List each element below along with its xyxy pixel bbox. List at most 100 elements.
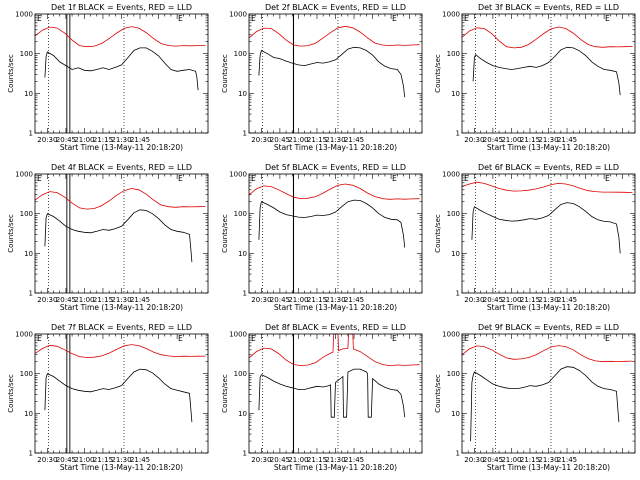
x-axis-title: Start Time (13-May-11 20:18:20) xyxy=(487,303,610,312)
chart-title: Det 6f BLACK = Events, RED = LLD xyxy=(478,163,619,172)
x-tick-label: 20:30 xyxy=(464,136,484,144)
x-tick-label: 20:30 xyxy=(251,456,271,464)
x-tick-label: 20:30 xyxy=(37,136,57,144)
y-tick-label: 1000 xyxy=(229,11,247,19)
corner-marker: E xyxy=(605,174,610,183)
plot-frame xyxy=(461,13,636,134)
y-tick-label: 1 xyxy=(243,130,247,138)
series-lld-line xyxy=(248,183,420,200)
x-tick-label: 20:45 xyxy=(270,136,290,144)
y-axis-title: Counts/sec xyxy=(7,214,15,253)
x-axis-title: Start Time (13-May-11 20:18:20) xyxy=(60,303,183,312)
x-tick-label: 20:45 xyxy=(56,296,76,304)
y-tick-label: 1000 xyxy=(442,331,460,339)
series-events-line xyxy=(258,46,406,98)
x-tick-label: 20:30 xyxy=(37,456,57,464)
corner-marker: E xyxy=(392,334,397,343)
x-tick-label: 21:45 xyxy=(557,456,577,464)
x-axis-title: Start Time (13-May-11 20:18:20) xyxy=(487,143,610,152)
y-tick-label: 10 xyxy=(451,250,460,258)
x-tick-label: 20:30 xyxy=(464,456,484,464)
y-tick-label: 1 xyxy=(243,450,247,458)
series-events-line xyxy=(44,47,199,91)
x-tick-label: 21:30 xyxy=(325,296,345,304)
x-tick-label: 21:15 xyxy=(520,136,540,144)
plot-frame xyxy=(34,333,209,454)
y-tick-label: 1 xyxy=(456,130,460,138)
y-tick-label: 100 xyxy=(447,370,460,378)
x-axis-title: Start Time (13-May-11 20:18:20) xyxy=(487,463,610,472)
y-tick-label: 10 xyxy=(24,250,33,258)
series-lld-line xyxy=(461,181,633,193)
y-axis-title: Counts/sec xyxy=(434,374,442,413)
y-axis-title: Counts/sec xyxy=(221,214,229,253)
series-lld-line xyxy=(461,345,633,363)
x-tick-label: 21:45 xyxy=(344,296,364,304)
x-tick-label: 20:30 xyxy=(251,136,271,144)
y-axis-title: Counts/sec xyxy=(7,54,15,93)
y-tick-label: 1000 xyxy=(15,171,33,179)
y-tick-label: 100 xyxy=(234,50,247,58)
y-tick-label: 1 xyxy=(243,290,247,298)
series-lld-line xyxy=(34,26,206,48)
x-tick-label: 21:45 xyxy=(557,136,577,144)
corner-marker: E xyxy=(392,14,397,23)
corner-marker: E xyxy=(251,14,256,23)
x-tick-label: 20:45 xyxy=(483,296,503,304)
y-tick-label: 1 xyxy=(29,450,33,458)
y-tick-label: 1000 xyxy=(442,11,460,19)
y-tick-label: 10 xyxy=(238,410,247,418)
series-events-line xyxy=(44,209,193,263)
x-tick-label: 20:45 xyxy=(56,456,76,464)
chart-title: Det 2f BLACK = Events, RED = LLD xyxy=(265,3,406,12)
x-axis-title: Start Time (13-May-11 20:18:20) xyxy=(274,303,397,312)
y-tick-label: 1 xyxy=(29,130,33,138)
x-tick-label: 21:00 xyxy=(501,296,521,304)
chart-panel: Det 7f BLACK = Events, RED = LLD E E 1 10 100… xyxy=(7,323,209,472)
y-tick-label: 100 xyxy=(20,210,33,218)
chart-title: Det 3f BLACK = Events, RED = LLD xyxy=(478,3,619,12)
x-tick-label: 20:45 xyxy=(270,296,290,304)
x-tick-label: 21:45 xyxy=(557,296,577,304)
corner-marker: E xyxy=(464,174,469,183)
x-tick-label: 21:30 xyxy=(111,456,131,464)
series-events-line xyxy=(472,46,621,96)
y-tick-label: 100 xyxy=(234,210,247,218)
corner-marker: E xyxy=(37,174,42,183)
chart-panel: Det 5f BLACK = Events, RED = LLD E E 1 10 100… xyxy=(221,163,423,312)
series-events-line xyxy=(471,202,621,254)
x-tick-label: 20:45 xyxy=(483,136,503,144)
x-axis-title: Start Time (13-May-11 20:18:20) xyxy=(274,463,397,472)
x-tick-label: 21:00 xyxy=(288,296,308,304)
x-tick-label: 21:45 xyxy=(130,296,150,304)
x-tick-label: 21:45 xyxy=(130,136,150,144)
chart-title: Det 5f BLACK = Events, RED = LLD xyxy=(265,163,406,172)
y-tick-label: 1 xyxy=(456,450,460,458)
corner-marker: E xyxy=(178,14,183,23)
corner-marker: E xyxy=(464,14,469,23)
x-tick-label: 21:45 xyxy=(344,136,364,144)
y-tick-label: 1000 xyxy=(15,331,33,339)
y-tick-label: 1000 xyxy=(229,331,247,339)
series-lld-line xyxy=(34,188,206,210)
x-tick-label: 21:30 xyxy=(538,136,558,144)
x-axis-title: Start Time (13-May-11 20:18:20) xyxy=(274,143,397,152)
x-tick-label: 21:00 xyxy=(501,136,521,144)
series-lld-line xyxy=(461,26,633,49)
x-tick-label: 20:45 xyxy=(270,456,290,464)
chart-panel: Det 2f BLACK = Events, RED = LLD E E 1 10 100… xyxy=(221,3,423,152)
y-tick-label: 10 xyxy=(451,90,460,98)
y-tick-label: 100 xyxy=(234,370,247,378)
y-tick-label: 100 xyxy=(20,50,33,58)
x-tick-label: 21:00 xyxy=(74,136,94,144)
x-tick-label: 20:45 xyxy=(483,456,503,464)
corner-marker: E xyxy=(392,174,397,183)
chart-title: Det 4f BLACK = Events, RED = LLD xyxy=(51,163,192,172)
y-tick-label: 10 xyxy=(24,410,33,418)
x-tick-label: 21:00 xyxy=(74,296,94,304)
x-tick-label: 21:00 xyxy=(288,136,308,144)
series-lld-line xyxy=(248,333,420,367)
chart-panel: Det 6f BLACK = Events, RED = LLD E E 1 10 100… xyxy=(434,163,636,312)
x-tick-label: 21:30 xyxy=(111,136,131,144)
y-axis-title: Counts/sec xyxy=(221,54,229,93)
